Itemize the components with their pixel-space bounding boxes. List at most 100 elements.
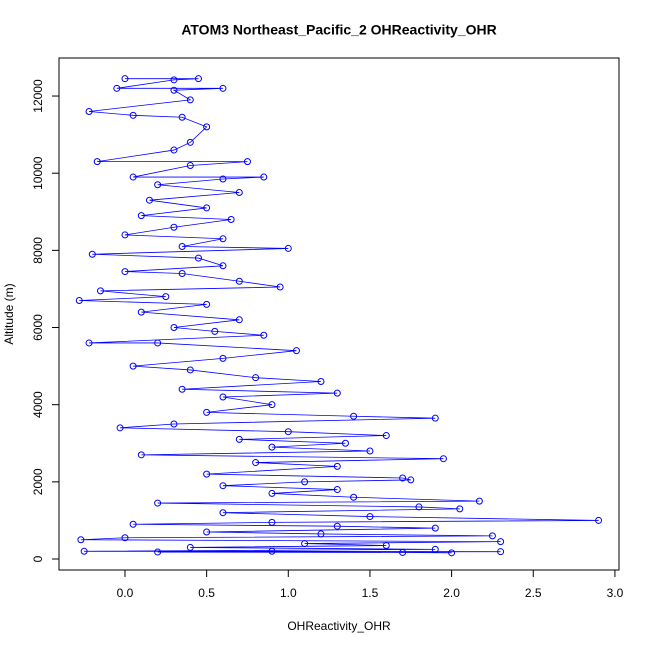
data-point <box>235 316 243 324</box>
data-point <box>154 548 162 556</box>
data-point <box>203 123 211 131</box>
data-point <box>268 489 276 497</box>
data-point <box>366 447 374 455</box>
y-tick-label: 4000 <box>31 391 45 418</box>
data-point <box>219 175 227 183</box>
data-point <box>284 244 292 252</box>
data-point <box>129 520 137 528</box>
data-point <box>113 84 121 92</box>
data-point <box>96 287 104 295</box>
data-point <box>170 76 178 84</box>
data-point <box>268 518 276 526</box>
data-point <box>276 283 284 291</box>
data-point <box>129 173 137 181</box>
data-point <box>203 528 211 536</box>
data-point <box>415 503 423 511</box>
data-point <box>252 459 260 467</box>
data-point <box>219 354 227 362</box>
y-tick-label: 2000 <box>31 468 45 495</box>
data-point <box>243 158 251 166</box>
data-point <box>145 196 153 204</box>
data-point <box>170 420 178 428</box>
data-point <box>260 173 268 181</box>
data-point <box>333 486 341 494</box>
y-tick-label: 6000 <box>31 314 45 341</box>
x-tick-label: 0.5 <box>198 586 215 600</box>
data-point <box>116 424 124 432</box>
data-point <box>121 268 129 276</box>
data-point <box>252 374 260 382</box>
data-point <box>219 84 227 92</box>
data-point <box>186 96 194 104</box>
x-tick-label: 3.0 <box>607 586 624 600</box>
data-point <box>475 497 483 505</box>
data-point <box>186 161 194 169</box>
data-point <box>170 324 178 332</box>
data-point <box>178 243 186 251</box>
data-point <box>186 138 194 146</box>
data-point <box>366 513 374 521</box>
data-point <box>203 408 211 416</box>
data-point <box>178 385 186 393</box>
data-point <box>488 532 496 540</box>
data-point <box>211 327 219 335</box>
data-point <box>170 146 178 154</box>
data-point <box>75 297 83 305</box>
data-point <box>399 548 407 556</box>
data-point <box>219 482 227 490</box>
data-point <box>399 474 407 482</box>
data-point <box>88 250 96 258</box>
x-tick-label: 0.0 <box>117 586 134 600</box>
data-point <box>407 476 415 484</box>
y-axis-label: Altitude (m) <box>2 283 16 344</box>
data-line <box>79 78 599 554</box>
data-point <box>85 339 93 347</box>
data-point <box>80 547 88 555</box>
data-point <box>350 412 358 420</box>
data-point <box>497 548 505 556</box>
data-point <box>121 75 129 83</box>
data-point <box>382 432 390 440</box>
x-tick-label: 2.5 <box>525 586 542 600</box>
data-point <box>170 86 178 94</box>
data-point <box>121 231 129 239</box>
data-point <box>431 545 439 553</box>
data-point <box>301 540 309 548</box>
data-point <box>268 401 276 409</box>
data-point <box>333 522 341 530</box>
data-point <box>77 536 85 544</box>
data-point <box>292 347 300 355</box>
x-tick-label: 1.0 <box>280 586 297 600</box>
x-tick-label: 1.5 <box>362 586 379 600</box>
data-point <box>333 462 341 470</box>
data-point <box>154 499 162 507</box>
data-point <box>448 549 456 557</box>
y-tick-label: 10000 <box>31 156 45 190</box>
data-point <box>268 443 276 451</box>
data-point <box>121 534 129 542</box>
data-point <box>456 505 464 513</box>
data-point <box>203 300 211 308</box>
data-point <box>93 158 101 166</box>
data-point <box>317 378 325 386</box>
data-point <box>170 223 178 231</box>
data-point <box>203 204 211 212</box>
x-axis-label: OHReactivity_OHR <box>287 619 391 633</box>
data-point <box>497 538 505 546</box>
data-point <box>178 270 186 278</box>
data-point <box>317 530 325 538</box>
x-tick-label: 2.0 <box>443 586 460 600</box>
data-point <box>235 188 243 196</box>
data-point <box>162 293 170 301</box>
data-point <box>260 331 268 339</box>
data-point <box>154 339 162 347</box>
data-point <box>219 393 227 401</box>
data-point <box>431 524 439 532</box>
data-point <box>333 389 341 397</box>
chart-title: ATOM3 Northeast_Pacific_2 OHReactivity_O… <box>181 22 496 38</box>
data-point <box>284 428 292 436</box>
data-point <box>186 543 194 551</box>
data-point <box>439 455 447 463</box>
data-point <box>194 254 202 262</box>
